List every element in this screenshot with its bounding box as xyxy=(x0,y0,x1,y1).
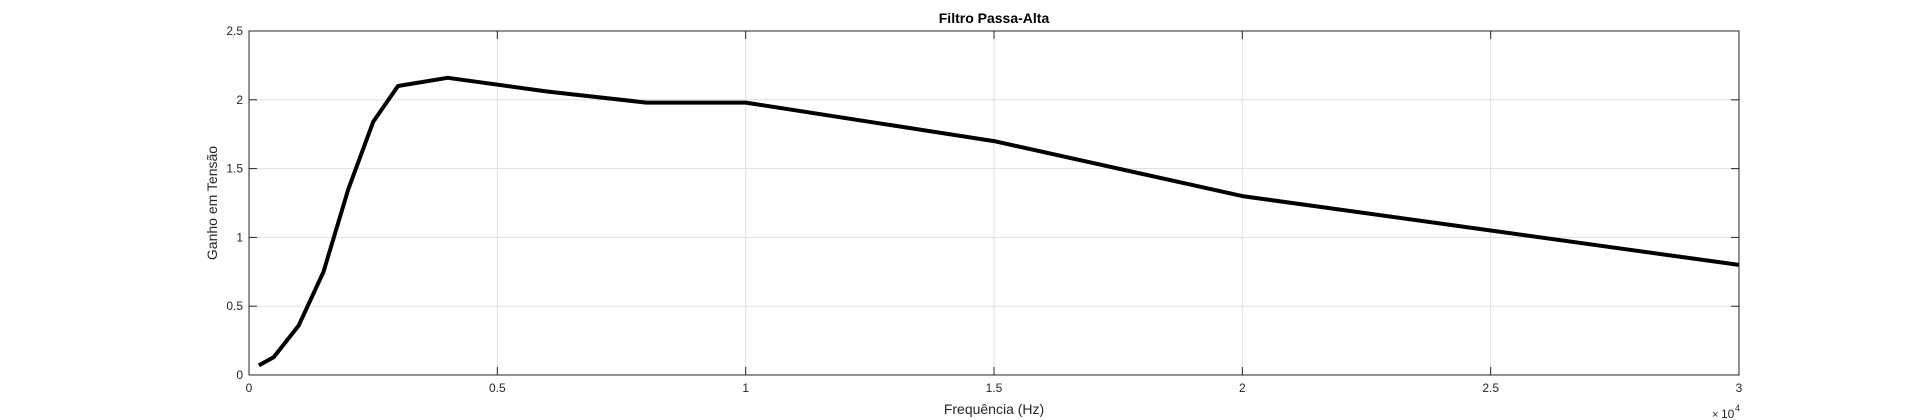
y-tick-label: 1 xyxy=(236,230,243,244)
x-tick-label: 2.5 xyxy=(1482,381,1499,395)
x-tick-label: 1.5 xyxy=(986,381,1003,395)
y-tick-label: 2.5 xyxy=(226,24,243,38)
x-tick-label: 3 xyxy=(1736,381,1743,395)
y-tick-label: 0 xyxy=(236,368,243,382)
grid-lines xyxy=(249,31,1739,375)
x-exponent-power: 4 xyxy=(1735,403,1740,413)
data-series xyxy=(257,75,1740,368)
y-axis-label: Ganho em Tensão xyxy=(204,146,220,260)
y-tick-label: 1.5 xyxy=(226,162,243,176)
series-line xyxy=(257,75,1740,368)
y-tick-label: 0.5 xyxy=(226,299,243,313)
x-tick-label: 0.5 xyxy=(489,381,506,395)
y-tick-labels: 0 0.5 1 1.5 2 2.5 xyxy=(226,24,243,382)
x-exponent-base: 10 xyxy=(1721,407,1735,420)
axis-ticks xyxy=(248,30,1740,376)
x-tick-label: 0 xyxy=(246,381,253,395)
chart-title: Filtro Passa-Alta xyxy=(939,10,1050,26)
y-tick-label: 2 xyxy=(236,93,243,107)
x-tick-label: 1 xyxy=(742,381,749,395)
x-axis-exponent: × 10 4 xyxy=(1712,403,1740,420)
x-tick-label: 2 xyxy=(1239,381,1246,395)
x-tick-labels: 0 0.5 1 1.5 2 2.5 3 xyxy=(246,381,1743,395)
x-axis-label: Frequência (Hz) xyxy=(944,401,1044,417)
x-exponent-times: × xyxy=(1712,409,1718,420)
